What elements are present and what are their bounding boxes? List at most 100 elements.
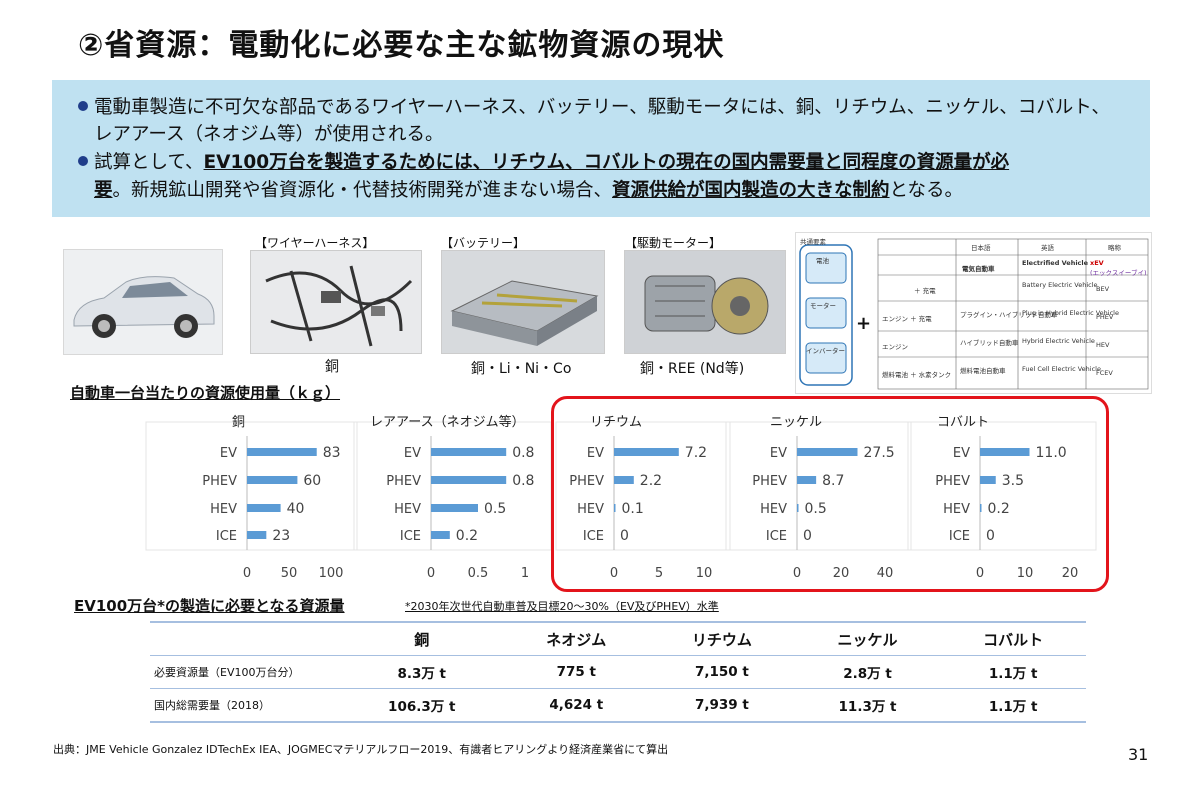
bullet-1-line-1: 電動車製造に不可欠な部品であるワイヤーハーネス、バッテリー、駆動モータには、銅、…	[78, 94, 1110, 122]
bullet-2-text-a: 試算として、	[94, 152, 204, 173]
value-label: 11.0	[1036, 445, 1067, 461]
xev-side-inverter: インバーター	[806, 347, 845, 355]
bar	[431, 476, 507, 484]
xev-row-2-jp: プラグイン・ハイブリッド自動車	[960, 311, 1058, 319]
chart-frame	[907, 421, 1097, 551]
x-tick-label: 0	[793, 566, 801, 581]
xev-row-2-label: エンジン ＋ 充電	[882, 315, 932, 323]
bar	[614, 448, 679, 456]
category-label: ICE	[583, 529, 604, 544]
chart-frame	[555, 421, 731, 551]
bar	[797, 448, 858, 456]
source-note: 出典：JME Vehicle Gonzalez IDTechEx IEA、JOG…	[53, 743, 669, 756]
battery-caption: 銅・Li・Ni・Co	[471, 361, 572, 377]
xev-row-0-abbr: xEV	[1090, 259, 1104, 267]
chart-title: レアアース（ネオジム等）	[370, 414, 525, 430]
x-tick-label: 0	[243, 566, 251, 581]
chart-frame	[725, 421, 912, 551]
chart-title: 銅	[232, 415, 245, 430]
x-tick-label: 0	[976, 566, 984, 581]
xev-row-4-en: Fuel Cell Electric Vehicle	[1022, 365, 1101, 373]
table-header-cell: ネオジム	[546, 630, 607, 649]
category-label: EV	[953, 446, 970, 461]
bullet-dot-icon	[78, 101, 88, 111]
value-label: 23	[272, 528, 290, 544]
bar	[247, 476, 298, 484]
usage-heading: 自動車一台当たりの資源使用量（ｋｇ）	[70, 384, 341, 402]
value-label: 2.2	[640, 473, 662, 489]
xev-row-0-en: Electrified Vehicle	[1022, 259, 1089, 267]
table-row-label: 国内総需要量（2018）	[154, 699, 270, 712]
category-label: PHEV	[386, 474, 421, 489]
motor-image	[624, 250, 786, 354]
value-label: 0.1	[622, 501, 644, 517]
value-label: 0.2	[988, 501, 1010, 517]
motor-icon	[644, 275, 769, 335]
table-cell: 1.1万 t	[988, 666, 1038, 682]
xev-side-motor: モーター	[810, 302, 836, 310]
harness-label: 【ワイヤーハーネス】	[255, 236, 375, 250]
category-label: PHEV	[752, 474, 787, 489]
category-label: ICE	[400, 529, 421, 544]
highlight-frame	[551, 396, 1109, 592]
table-header-cell: 銅	[414, 630, 430, 649]
bar	[980, 448, 1030, 456]
category-label: ICE	[949, 529, 970, 544]
bar	[247, 504, 281, 512]
motor-caption: 銅・REE (Nd等)	[640, 361, 745, 377]
value-label: 60	[303, 473, 321, 489]
table-cell: 4,624 t	[549, 697, 604, 713]
xev-row-4-abbr: FCEV	[1096, 369, 1113, 377]
x-tick-label: 40	[877, 566, 894, 581]
xev-diagram	[799, 238, 1149, 390]
xev-side-battery: 電池	[816, 257, 829, 265]
xev-plus: +	[856, 313, 872, 334]
bullet-2-line-1: 試算として、EV100万台を製造するためには、リチウム、コバルトの現在の国内需要…	[78, 149, 1009, 177]
category-label: ICE	[216, 529, 237, 544]
table-header-blank	[150, 622, 340, 656]
table-header-row: 銅 ネオジム リチウム ニッケル コバルト	[150, 622, 1086, 656]
value-label: 0.5	[484, 501, 506, 517]
x-tick-label: 20	[1062, 566, 1079, 581]
bar	[797, 476, 817, 484]
bullet-2-text-d: 。新規鉱山開発や省資源化・代替技術開発が進まない場合、	[112, 180, 613, 201]
xev-side-header: 共通要素	[800, 238, 826, 246]
table-header-cell: リチウム	[691, 630, 752, 649]
bar	[614, 504, 616, 512]
bar	[431, 531, 450, 539]
motor-label: 【駆動モーター】	[625, 236, 722, 250]
value-label: 0.8	[512, 445, 534, 461]
x-tick-label: 0	[610, 566, 618, 581]
bar	[797, 504, 799, 512]
xev-row-1-en: Battery Electric Vehicle	[1022, 281, 1098, 289]
table-cell: 2.8万 t	[843, 666, 892, 682]
xev-row-3-label: エンジン	[882, 343, 908, 351]
category-label: HEV	[210, 502, 237, 517]
chart-title: リチウム	[590, 415, 642, 430]
bullet-1-text-1: 電動車製造に不可欠な部品であるワイヤーハーネス、バッテリー、駆動モータには、銅、…	[94, 97, 1110, 118]
xev-row-0-abbr-note: (エックスイーブイ)	[1090, 269, 1147, 277]
table-cell: 8.3万 t	[397, 666, 447, 682]
chart-title: ニッケル	[770, 415, 822, 430]
bar	[247, 448, 317, 456]
wire-harness-icon	[265, 265, 413, 347]
x-tick-label: 20	[833, 566, 850, 581]
table-header-cell: コバルト	[983, 630, 1044, 649]
value-label: 0.5	[805, 501, 827, 517]
xev-header-en: 英語	[1041, 244, 1054, 252]
x-tick-label: 5	[655, 566, 663, 581]
xev-header-jp: 日本語	[971, 244, 991, 252]
xev-classification-panel: 共通要素 電池 モーター インバーター + 日本語 英語 略称 電気自動車 El…	[795, 232, 1152, 394]
category-label: PHEV	[202, 474, 237, 489]
resource-table: 銅 ネオジム リチウム ニッケル コバルト 必要資源量（EV100万台分） 8.…	[150, 621, 1086, 723]
page-title: ②省資源：電動化に必要な主な鉱物資源の現状	[78, 28, 725, 63]
value-label: 40	[287, 501, 305, 517]
bullet-1-line-2: レアアース（ネオジム等）が使用される。	[94, 124, 444, 145]
xev-header-abbr: 略称	[1108, 244, 1121, 252]
ev100-heading: EV100万台*の製造に必要となる資源量	[74, 597, 345, 615]
x-tick-label: 0	[427, 566, 435, 581]
xev-row-2-abbr: PHEV	[1096, 313, 1114, 321]
x-tick-label: 100	[319, 566, 344, 581]
table-cell: 11.3万 t	[838, 699, 897, 715]
